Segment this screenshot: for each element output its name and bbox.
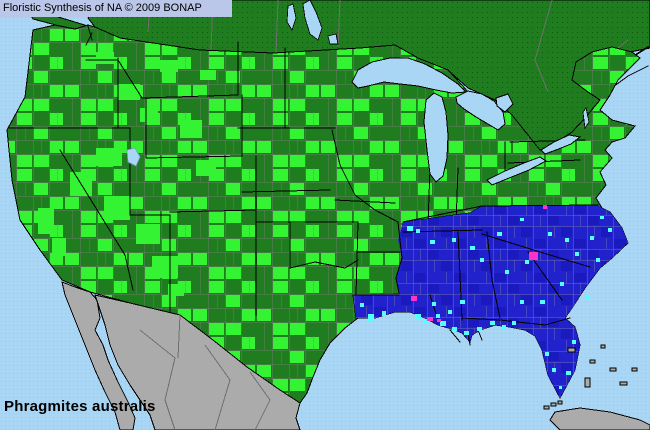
baja-peninsula (61, 281, 136, 430)
species-name-label: Phragmites australis (4, 398, 156, 415)
lake-huron (455, 90, 506, 131)
bahamas (567, 344, 638, 388)
map-title-bar: Floristic Synthesis of NA © 2009 BONAP (0, 0, 232, 17)
cuba (549, 407, 650, 430)
lake-of-the-woods (327, 33, 339, 45)
southeast-exotic-region (352, 204, 628, 398)
puget-sound (85, 25, 93, 46)
bright-county-blocks (38, 52, 216, 296)
lake-winnipeg (302, 0, 323, 41)
great-lakes (126, 0, 590, 186)
georgian-bay (495, 93, 514, 113)
lake-erie (486, 156, 547, 186)
southeast-state-borders (352, 204, 599, 326)
mexico-mainland (94, 294, 301, 430)
mexico-state-borders (139, 314, 271, 430)
florida-keys (543, 400, 563, 410)
mexico-landmass (61, 281, 650, 430)
lake-winnipegosis (286, 3, 297, 31)
lake-champlain (582, 107, 590, 130)
magenta-county-markers (411, 205, 547, 322)
cyan-county-markers (360, 216, 612, 389)
state-borders (7, 41, 599, 319)
lake-ontario (540, 134, 582, 155)
lake-michigan (423, 92, 449, 183)
map-title: Floristic Synthesis of NA © 2009 BONAP (3, 2, 202, 14)
great-salt-lake (126, 147, 141, 167)
